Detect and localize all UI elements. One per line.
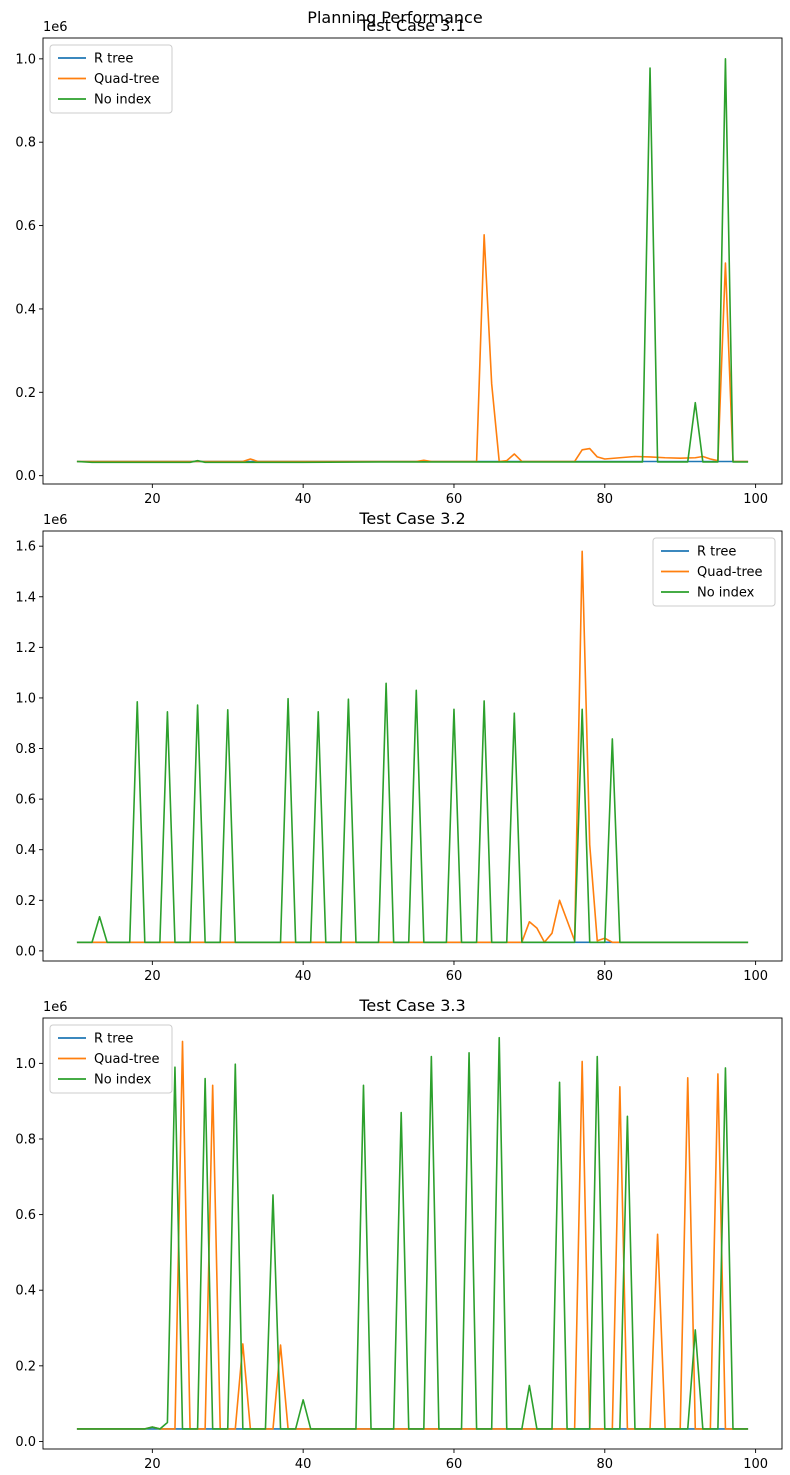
legend-label: R tree <box>94 1032 133 1047</box>
y-tick-label: 0.8 <box>15 136 36 151</box>
legend-label: Quad-tree <box>697 565 763 580</box>
plot-frame <box>42 530 783 962</box>
x-tick-label: 60 <box>446 492 463 507</box>
y-tick-label: 1.0 <box>15 1057 36 1072</box>
x-tick-label: 100 <box>743 1457 768 1472</box>
y-offset-label: 1e6 <box>43 1000 68 1015</box>
y-tick-label: 1.2 <box>15 641 36 656</box>
x-tick-label: 40 <box>295 1457 312 1472</box>
x-tick-label: 40 <box>295 969 312 984</box>
y-tick-label: 0.8 <box>15 742 36 757</box>
plot-frame <box>42 37 783 485</box>
chart-title: Test Case 3.1 <box>358 16 465 35</box>
legend-box <box>652 537 776 607</box>
chart-title: Test Case 3.3 <box>358 996 465 1015</box>
legend: R tree Quad-tree No index <box>49 44 173 114</box>
legend-box <box>49 1024 173 1094</box>
legend-label: Quad-tree <box>94 72 160 87</box>
y-tick-label: 0.4 <box>15 1284 36 1299</box>
legend-label: R tree <box>94 52 133 67</box>
legend-box <box>49 44 173 114</box>
x-tick-label: 80 <box>597 969 614 984</box>
legend: R tree Quad-tree No index <box>652 537 776 607</box>
y-tick-label: 0.6 <box>15 793 36 808</box>
y-tick-label: 0.4 <box>15 843 36 858</box>
x-tick-label: 100 <box>743 492 768 507</box>
x-tick-label: 60 <box>446 969 463 984</box>
y-offset-label: 1e6 <box>43 513 68 528</box>
y-tick-label: 0.8 <box>15 1132 36 1147</box>
y-tick-label: 0.2 <box>15 894 36 909</box>
y-tick-label: 1.4 <box>15 590 36 605</box>
legend: R tree Quad-tree No index <box>49 1024 173 1094</box>
series-line-quad-tree <box>76 550 749 944</box>
y-tick-label: 0.2 <box>15 1359 36 1374</box>
y-tick-label: 0.0 <box>15 1435 36 1450</box>
chart-3: Test Case 3.3 1e6 20 40 60 80 100 0.0 0.2 0.4 0.6 0… <box>15 996 783 1472</box>
x-tick-label: 20 <box>144 969 161 984</box>
x-tick-label: 100 <box>743 969 768 984</box>
x-tick-label: 80 <box>597 1457 614 1472</box>
legend-label: R tree <box>697 545 736 560</box>
y-tick-label: 1.0 <box>15 691 36 706</box>
legend-label: No index <box>697 586 755 601</box>
y-tick-label: 0.6 <box>15 219 36 234</box>
figure-title: Planning Performance <box>307 8 482 27</box>
x-tick-label: 60 <box>446 1457 463 1472</box>
x-tick-label: 20 <box>144 1457 161 1472</box>
y-tick-label: 1.0 <box>15 52 36 67</box>
x-tick-label: 80 <box>597 492 614 507</box>
chart-1: Test Case 3.1 1e6 20 40 60 80 100 0.0 0.2 0.4 0.6 0… <box>15 16 783 507</box>
y-tick-label: 0.0 <box>15 944 36 959</box>
y-tick-label: 0.2 <box>15 386 36 401</box>
x-tick-label: 40 <box>295 492 312 507</box>
series-line-no-index <box>76 682 749 944</box>
legend-label: No index <box>94 1073 152 1088</box>
legend-label: No index <box>94 93 152 108</box>
series-line-no-index <box>76 1036 749 1430</box>
y-tick-label: 0.6 <box>15 1208 36 1223</box>
chart-title: Test Case 3.2 <box>358 509 465 528</box>
chart-2: Test Case 3.2 1e6 20 40 60 80 100 0.0 0.2 0.4 0.6 0… <box>15 509 783 984</box>
y-tick-label: 0.0 <box>15 469 36 484</box>
legend-label: Quad-tree <box>94 1052 160 1067</box>
series-line-no-index <box>76 58 749 464</box>
series-line-quad-tree <box>76 1040 749 1430</box>
y-tick-label: 0.4 <box>15 302 36 317</box>
x-tick-label: 20 <box>144 492 161 507</box>
y-offset-label: 1e6 <box>43 20 68 35</box>
plot-frame <box>42 1017 783 1450</box>
y-tick-label: 1.6 <box>15 540 36 555</box>
